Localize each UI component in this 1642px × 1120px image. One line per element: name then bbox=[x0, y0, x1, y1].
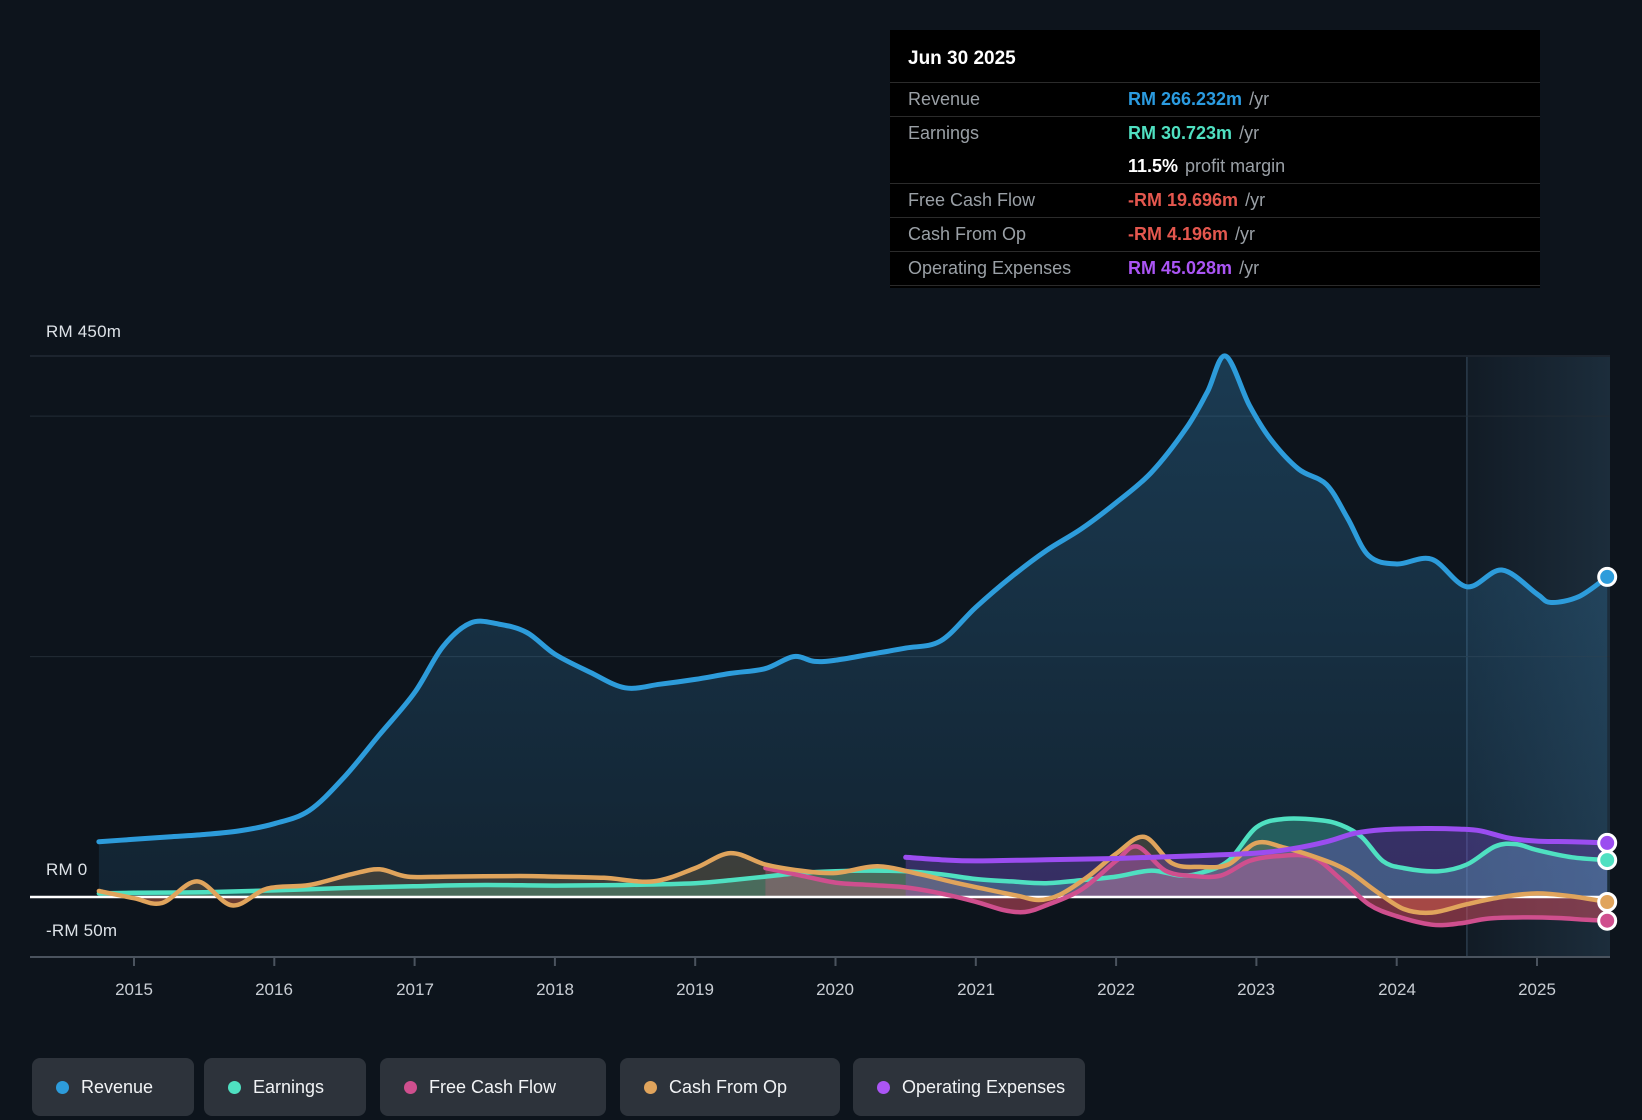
operating-expenses-dot-icon bbox=[877, 1080, 890, 1094]
free-cash-flow-line bbox=[763, 844, 1610, 928]
x-label-2018: 2018 bbox=[536, 980, 574, 999]
earnings-line bbox=[96, 816, 1610, 896]
cash-from-op-area bbox=[98, 836, 1608, 913]
y-axis-label-neg50m: -RM 50m bbox=[46, 921, 118, 940]
free-cash-flow-endpoint bbox=[1597, 910, 1618, 931]
x-label-2024: 2024 bbox=[1378, 980, 1416, 999]
y-axis-label-450m: RM 450m bbox=[46, 322, 122, 341]
legend-item-free-cash-flow[interactable]: Free Cash Flow bbox=[380, 1058, 606, 1116]
x-label-2021: 2021 bbox=[957, 980, 995, 999]
x-label-2019: 2019 bbox=[676, 980, 714, 999]
free-cash-flow-dot-icon bbox=[404, 1080, 417, 1094]
tooltip-row-profit-margin: 11.5% profit margin bbox=[890, 150, 1540, 184]
revenue-endpoint bbox=[1597, 566, 1618, 587]
legend: Revenue Earnings Free Cash Flow Cash Fro… bbox=[0, 1058, 1642, 1116]
x-label-2015: 2015 bbox=[115, 980, 153, 999]
tooltip-row-operating-expenses: Operating Expenses RM 45.028m/yr bbox=[890, 252, 1540, 286]
revenue-area bbox=[98, 355, 1608, 897]
revenue-dot-icon bbox=[56, 1080, 69, 1094]
tooltip-row-earnings: Earnings RM 30.723m/yr bbox=[908, 123, 1260, 143]
x-label-2022: 2022 bbox=[1097, 980, 1135, 999]
cash-from-op-dot-icon bbox=[644, 1080, 657, 1094]
earnings-dot-icon bbox=[228, 1080, 241, 1094]
x-label-2023: 2023 bbox=[1237, 980, 1275, 999]
tooltip-row-free-cash-flow: Free Cash Flow -RM 19.696m/yr bbox=[890, 184, 1540, 218]
legend-item-operating-expenses[interactable]: Operating Expenses bbox=[853, 1058, 1085, 1116]
x-label-2016: 2016 bbox=[255, 980, 293, 999]
operating-expenses-line bbox=[903, 825, 1610, 864]
tooltip-row-cash-from-op: Cash From Op -RM 4.196m/yr bbox=[890, 218, 1540, 252]
earnings-endpoint bbox=[1597, 850, 1618, 871]
x-label-2017: 2017 bbox=[396, 980, 434, 999]
tooltip-row-revenue: Revenue RM 266.232m/yr bbox=[890, 83, 1540, 117]
chart-tooltip: Jun 30 2025 Revenue RM 266.232m/yr Earni… bbox=[890, 30, 1540, 288]
x-label-2020: 2020 bbox=[816, 980, 854, 999]
earnings-area bbox=[98, 818, 1608, 897]
revenue-line bbox=[96, 353, 1610, 845]
operating-expenses-endpoint bbox=[1597, 832, 1618, 853]
legend-item-earnings[interactable]: Earnings bbox=[204, 1058, 366, 1116]
x-label-2025: 2025 bbox=[1518, 980, 1556, 999]
y-axis-label-0: RM 0 bbox=[46, 860, 88, 879]
legend-item-cash-from-op[interactable]: Cash From Op bbox=[620, 1058, 840, 1116]
cash-from-op-endpoint bbox=[1597, 892, 1618, 912]
tooltip-date: Jun 30 2025 bbox=[890, 40, 1540, 83]
cash-from-op-line bbox=[96, 834, 1610, 916]
legend-item-revenue[interactable]: Revenue bbox=[32, 1058, 194, 1116]
